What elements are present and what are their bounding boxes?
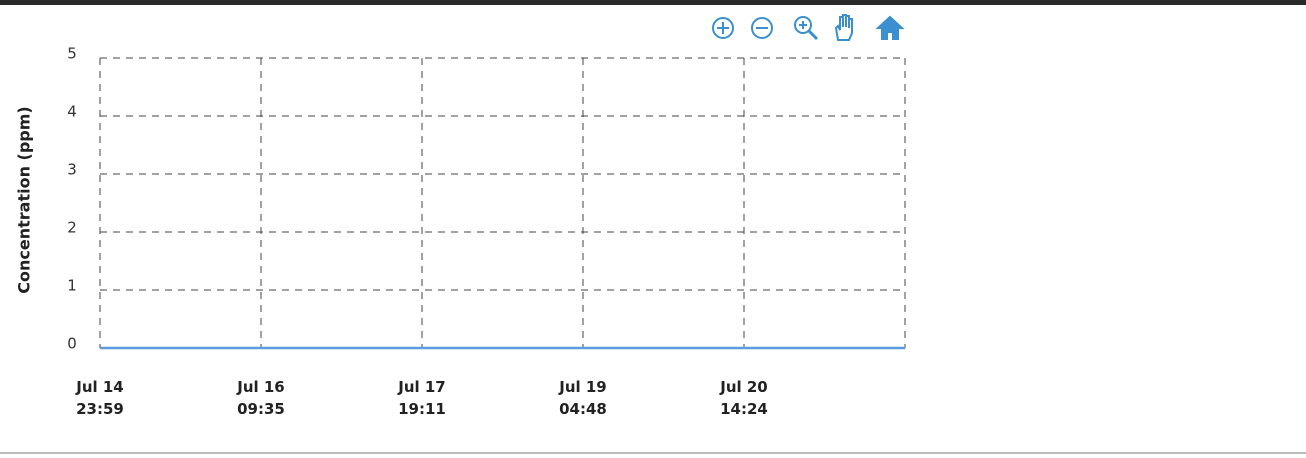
pan-button[interactable] — [834, 14, 853, 41]
zoom-box-button[interactable] — [794, 16, 819, 41]
x-tick-label: Jul 17 19:11 — [398, 378, 446, 418]
x-tick-label: Jul 16 09:35 — [237, 378, 285, 418]
y-tick-label: 0 — [67, 335, 77, 353]
bottom-border — [0, 452, 1306, 454]
y-tick-label: 2 — [67, 219, 77, 237]
y-axis-label: Concentration (ppm) — [15, 106, 34, 293]
top-bar — [0, 0, 1306, 5]
zoom-out-button[interactable] — [751, 17, 773, 39]
y-tick-label: 3 — [67, 161, 77, 179]
toolbar — [712, 14, 905, 41]
y-tick-label: 5 — [67, 45, 77, 63]
y-tick-label: 1 — [67, 277, 77, 295]
x-tick-label: Jul 19 04:48 — [559, 378, 607, 418]
zoom-in-button[interactable] — [712, 17, 734, 39]
home-button[interactable] — [875, 15, 905, 40]
y-tick-label: 4 — [67, 103, 77, 121]
x-tick-label: Jul 14 23:59 — [76, 378, 124, 418]
x-tick-label: Jul 20 14:24 — [720, 378, 768, 418]
